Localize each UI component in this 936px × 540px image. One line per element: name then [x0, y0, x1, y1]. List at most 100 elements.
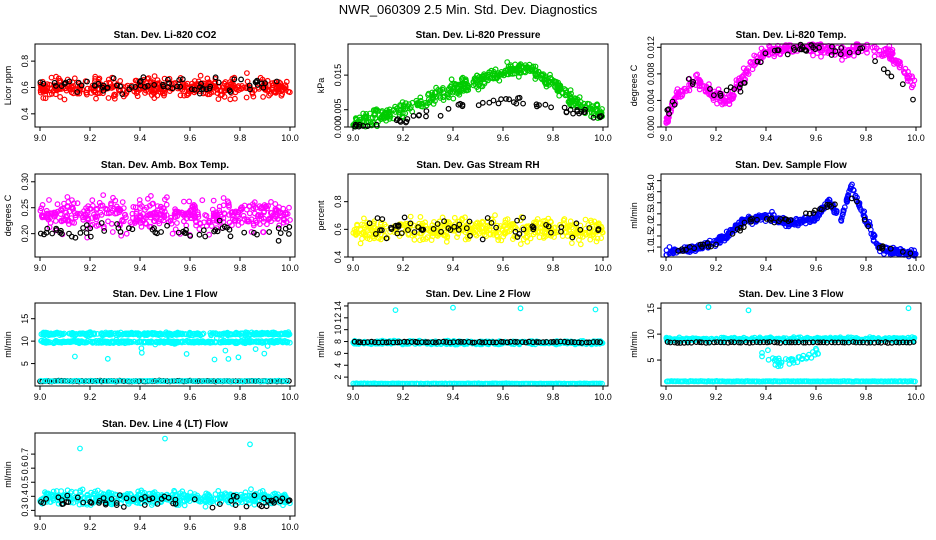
- data-point: [429, 94, 436, 101]
- data-point: [226, 87, 233, 94]
- y-tick-label: 0.000: [646, 116, 656, 139]
- data-point: [784, 51, 791, 58]
- data-point: [283, 78, 290, 85]
- y-tick-label: 0.004: [646, 89, 656, 112]
- data-point: [104, 84, 111, 91]
- data-point: [373, 106, 380, 113]
- data-point: [837, 51, 844, 58]
- data-point: [517, 241, 524, 248]
- data-point: [414, 102, 421, 109]
- data-point: [374, 215, 381, 222]
- data-point: [199, 197, 206, 204]
- data-point: [872, 58, 878, 65]
- data-point: [231, 76, 238, 83]
- data-point: [745, 65, 752, 72]
- data-point: [888, 73, 895, 80]
- data-point: [202, 89, 209, 96]
- x-tick-label: 9.4: [760, 133, 773, 143]
- data-point: [227, 96, 234, 103]
- data-point: [132, 83, 139, 90]
- data-point: [542, 101, 549, 108]
- data-point: [463, 78, 469, 85]
- data-point: [444, 93, 451, 99]
- x-tick-label: 9.6: [810, 133, 823, 143]
- data-point: [897, 59, 903, 65]
- x-tick-label: 9.8: [860, 133, 873, 143]
- data-point: [391, 106, 397, 113]
- data-point: [243, 94, 250, 101]
- points: [350, 59, 605, 130]
- x-tick-label: 9.6: [184, 392, 197, 402]
- data-point: [184, 80, 191, 87]
- data-point: [450, 304, 456, 311]
- data-point: [489, 75, 496, 81]
- data-point: [410, 112, 417, 119]
- data-point: [448, 76, 455, 83]
- data-point: [361, 215, 367, 222]
- data-point: [459, 74, 466, 81]
- data-point: [150, 89, 157, 96]
- data-point: [46, 91, 53, 98]
- data-point: [188, 86, 195, 92]
- panel-title: Stan. Dev. Line 1 Flow: [113, 289, 218, 300]
- data-point: [179, 76, 186, 83]
- points: [663, 181, 919, 260]
- data-point: [449, 89, 456, 96]
- data-point: [145, 88, 152, 95]
- x-tick-label: 9.4: [134, 263, 147, 273]
- data-point: [95, 78, 102, 85]
- data-point: [398, 107, 404, 113]
- data-point: [838, 48, 845, 55]
- data-point: [381, 110, 387, 117]
- x-tick-label: 9.6: [184, 133, 197, 143]
- data-point: [225, 356, 232, 362]
- data-point: [411, 236, 418, 243]
- data-point: [163, 201, 170, 208]
- data-point: [437, 112, 444, 119]
- data-point: [423, 108, 430, 114]
- data-point: [177, 83, 184, 90]
- y-tick-label: 0.012: [646, 36, 656, 59]
- data-point: [91, 82, 98, 89]
- points: [663, 41, 918, 126]
- data-point: [810, 44, 816, 51]
- plot-frame: [347, 173, 609, 258]
- data-point: [234, 84, 241, 91]
- data-point: [890, 58, 896, 64]
- y-tick-label: 0.000: [333, 116, 343, 139]
- data-point: [425, 91, 431, 98]
- data-point: [353, 122, 360, 129]
- data-point: [754, 58, 761, 65]
- data-point: [904, 74, 911, 81]
- data-point: [174, 83, 181, 90]
- y-axis-label: Licor ppm: [3, 66, 13, 106]
- data-point: [227, 233, 234, 240]
- y-axis-label: percent: [316, 200, 326, 231]
- data-point: [61, 80, 68, 87]
- data-point: [246, 210, 253, 217]
- data-point: [846, 49, 853, 56]
- data-point: [536, 102, 542, 108]
- x-tick-label: 9.2: [710, 263, 723, 273]
- y-axis-label: kPa: [316, 78, 326, 94]
- panel-p4: Stan. Dev. Amb. Box Temp.degrees C9.0 9.2…: [3, 160, 299, 273]
- data-point: [889, 50, 896, 57]
- data-point: [717, 92, 724, 99]
- data-point: [254, 84, 261, 91]
- data-point: [818, 53, 824, 60]
- data-point: [169, 230, 176, 237]
- data-point: [533, 101, 540, 108]
- data-point: [839, 57, 845, 63]
- data-point: [881, 46, 887, 53]
- data-point: [111, 95, 118, 102]
- data-point: [880, 66, 887, 73]
- data-point: [392, 307, 399, 314]
- data-point: [277, 230, 284, 237]
- data-point: [516, 94, 523, 101]
- data-point: [47, 85, 54, 92]
- x-tick-label: 9.8: [547, 263, 560, 273]
- data-point: [63, 87, 70, 94]
- data-point: [249, 90, 256, 97]
